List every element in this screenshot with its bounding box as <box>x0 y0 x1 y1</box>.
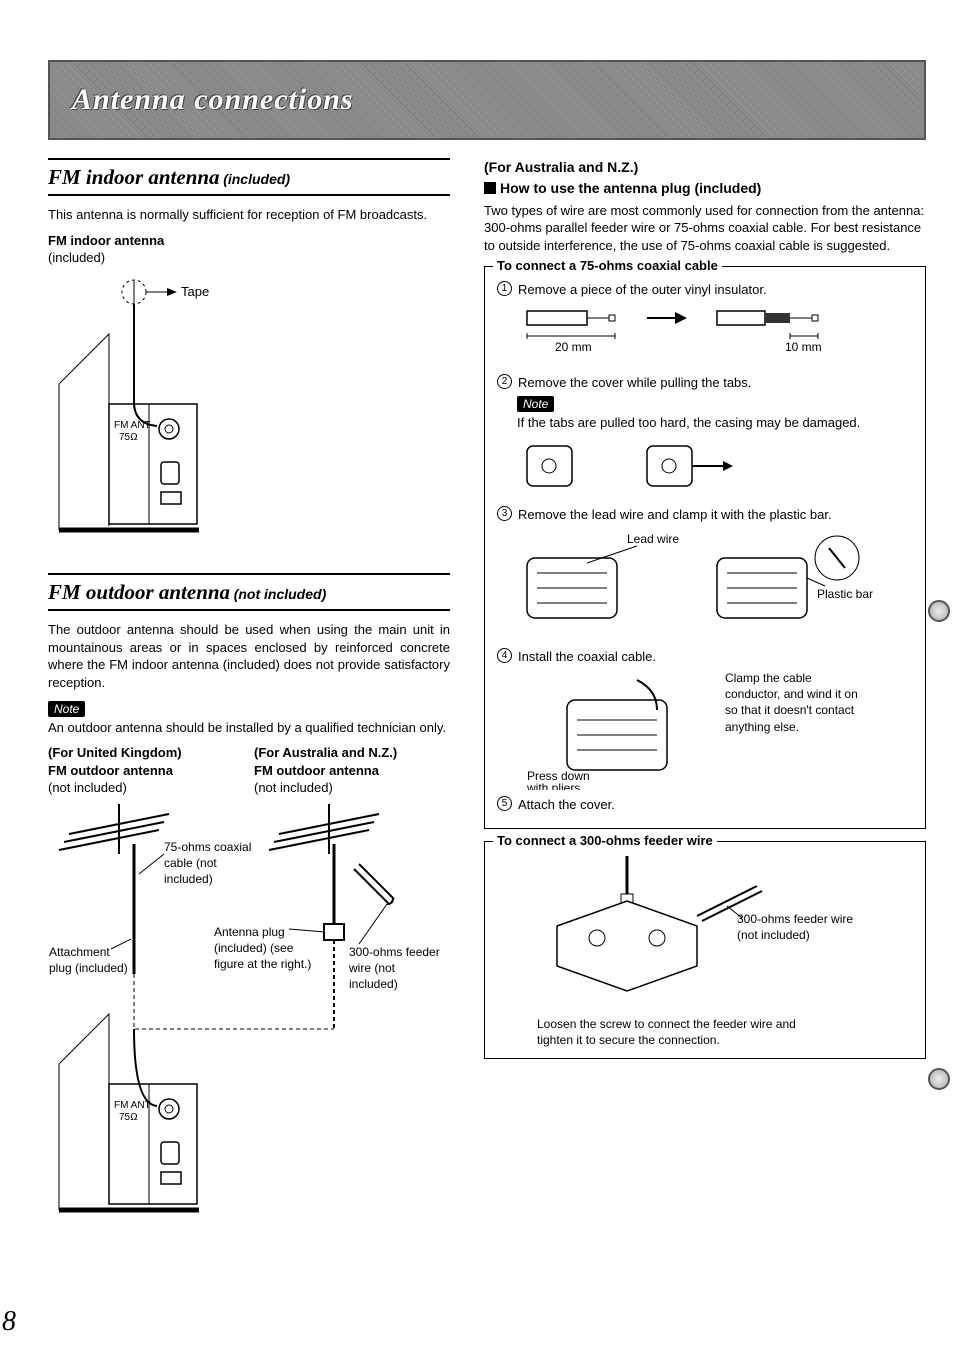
strip-diagram: 20 mm 10 mm <box>517 303 915 368</box>
feeder-diagram: 300-ohms feeder wire (not included) <box>497 856 915 1011</box>
col-b-h2: FM outdoor antenna <box>254 762 450 780</box>
svg-text:with pliers.: with pliers. <box>526 781 584 790</box>
diagram-header: FM indoor antenna <box>48 232 450 250</box>
note-chip: Note <box>48 701 85 717</box>
section-body: The outdoor antenna should be used when … <box>48 621 450 691</box>
cover-diagram <box>517 436 915 501</box>
svg-text:75Ω: 75Ω <box>119 432 138 443</box>
step-text: Remove a piece of the outer vinyl insula… <box>518 281 767 299</box>
right-intro: Two types of wire are most commonly used… <box>484 202 926 255</box>
lbl-antplug: Antenna plug (included) (see figure at t… <box>214 924 324 973</box>
step-num: 5 <box>497 796 512 811</box>
binder-hole-icon <box>928 1068 950 1090</box>
box2-caption: Loosen the screw to connect the feeder w… <box>537 1016 797 1048</box>
section-title: FM outdoor antenna <box>48 580 230 604</box>
step-num: 4 <box>497 648 512 663</box>
dim-10: 10 mm <box>785 340 822 354</box>
install-diagram: Press down with pliers. Clamp the cable … <box>517 670 915 790</box>
section-heading: FM indoor antenna (included) <box>48 163 450 191</box>
step-text: Attach the cover. <box>518 796 615 814</box>
svg-text:FM ANT: FM ANT <box>114 420 151 431</box>
section-title: FM indoor antenna <box>48 165 220 189</box>
right-header-2: How to use the antenna plug (included) <box>484 179 926 198</box>
step-text: Remove the lead wire and clamp it with t… <box>518 506 832 524</box>
rule <box>48 158 450 160</box>
binder-hole-icon <box>928 600 950 622</box>
step-text: Install the coaxial cable. <box>518 648 656 666</box>
square-bullet-icon <box>484 182 496 194</box>
step-num: 2 <box>497 374 512 389</box>
section-heading: FM outdoor antenna (not included) <box>48 578 450 606</box>
fm-outdoor-diagram: 75-ohms coaxial cable (not included) Att… <box>48 803 450 1225</box>
box-legend: To connect a 75-ohms coaxial cable <box>493 257 722 275</box>
col-a-h2: FM outdoor antenna <box>48 762 244 780</box>
clamp-diagram: Lead wire Plastic bar <box>517 528 915 643</box>
col-b-h1: (For Australia and N.Z.) <box>254 744 450 762</box>
lbl-attach: Attachment plug (included) <box>49 944 129 976</box>
svg-text:FM ANT: FM ANT <box>114 1100 151 1111</box>
note-body: If the tabs are pulled too hard, the cas… <box>517 414 915 432</box>
box-75ohm: To connect a 75-ohms coaxial cable 1 Rem… <box>484 266 926 828</box>
lbl-300: 300-ohms feeder wire (not included) <box>349 944 444 993</box>
section-suffix: (included) <box>223 171 290 187</box>
rule <box>48 609 450 611</box>
box-300ohm: To connect a 300-ohms feeder wire 300-oh… <box>484 841 926 1060</box>
note-body: An outdoor antenna should be installed b… <box>48 719 450 737</box>
rule <box>48 573 450 575</box>
col-b-h3: (not included) <box>254 779 450 797</box>
step-num: 3 <box>497 506 512 521</box>
fm-indoor-diagram: Tape FM ANT 75Ω <box>48 273 450 555</box>
step4-note: Clamp the cable conductor, and wind it o… <box>725 670 865 735</box>
note-chip: Note <box>517 396 554 412</box>
lbl-lead: Lead wire <box>627 532 679 546</box>
col-a-h1: (For United Kingdom) <box>48 744 244 762</box>
svg-text:75Ω: 75Ω <box>119 1112 138 1123</box>
col-a-h3: (not included) <box>48 779 244 797</box>
svg-text:Tape: Tape <box>181 284 209 299</box>
right-header-2-text: How to use the antenna plug (included) <box>500 180 761 196</box>
page-number: 8 <box>2 1303 16 1341</box>
page-banner: Antenna connections <box>48 60 926 140</box>
dim-20: 20 mm <box>555 340 592 354</box>
step-num: 1 <box>497 281 512 296</box>
section-body: This antenna is normally sufficient for … <box>48 206 450 224</box>
lbl-300: 300-ohms feeder wire (not included) <box>737 911 867 943</box>
box-legend: To connect a 300-ohms feeder wire <box>493 832 717 850</box>
right-header-1: (For Australia and N.Z.) <box>484 158 926 177</box>
step-text: Remove the cover while pulling the tabs. <box>518 374 751 392</box>
rule <box>48 194 450 196</box>
lbl-75coax: 75-ohms coaxial cable (not included) <box>164 839 264 888</box>
banner-title: Antenna connections <box>72 80 354 121</box>
diagram-sub: (included) <box>48 249 450 267</box>
lbl-plastic: Plastic bar <box>817 587 873 601</box>
section-suffix: (not included) <box>234 586 327 602</box>
